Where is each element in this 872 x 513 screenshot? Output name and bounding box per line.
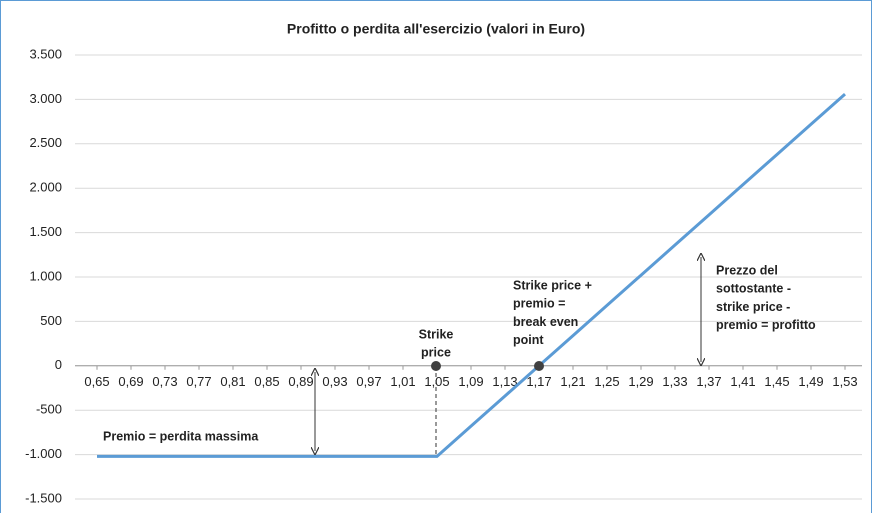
y-tick-label: 3.500 xyxy=(29,46,62,61)
x-tick-label: 0,93 xyxy=(322,374,347,389)
y-tick-label: 500 xyxy=(40,313,62,328)
chart-title: Profitto o perdita all'esercizio (valori… xyxy=(287,21,585,37)
x-tick-label: 0,89 xyxy=(288,374,313,389)
x-tick-label: 1,49 xyxy=(798,374,823,389)
x-tick-label: 1,45 xyxy=(764,374,789,389)
break-even-dot xyxy=(534,361,544,371)
x-tick-label: 1,09 xyxy=(458,374,483,389)
annotation: strike price - xyxy=(716,300,790,314)
annotation: break even xyxy=(513,315,578,329)
x-tick-label: 1,21 xyxy=(560,374,585,389)
x-tick-label: 0,77 xyxy=(186,374,211,389)
annotation: Prezzo del xyxy=(716,263,778,277)
x-tick-label: 0,97 xyxy=(356,374,381,389)
y-tick-label: 1.000 xyxy=(29,268,62,283)
x-tick-label: 0,81 xyxy=(220,374,245,389)
y-tick-label: -1.000 xyxy=(25,446,62,461)
annotation: price xyxy=(421,346,451,360)
annotation: Strike price + xyxy=(513,278,592,292)
annotation: premio = profitto xyxy=(716,318,816,332)
annotation: point xyxy=(513,333,544,347)
x-tick-label: 1,05 xyxy=(424,374,449,389)
x-tick-label: 1,37 xyxy=(696,374,721,389)
strike-dot xyxy=(431,361,441,371)
y-tick-label: 0 xyxy=(55,357,62,372)
y-tick-label: 2.000 xyxy=(29,180,62,195)
annotation: Strike xyxy=(419,327,454,341)
x-tick-label: 1,33 xyxy=(662,374,687,389)
y-tick-label: 3.000 xyxy=(29,91,62,106)
y-tick-label: 1.500 xyxy=(29,224,62,239)
x-tick-label: 0,73 xyxy=(152,374,177,389)
annotation: premio = xyxy=(513,297,565,311)
annotation: Premio = perdita massima xyxy=(103,429,259,443)
x-tick-label: 1,17 xyxy=(526,374,551,389)
y-tick-label: -500 xyxy=(36,402,62,417)
x-tick-label: 1,53 xyxy=(832,374,857,389)
payoff-line xyxy=(97,92,846,458)
x-tick-label: 1,41 xyxy=(730,374,755,389)
y-tick-label: -1.500 xyxy=(25,490,62,505)
y-tick-label: 2.500 xyxy=(29,135,62,150)
annotation: sottostante - xyxy=(716,282,791,296)
x-tick-label: 1,25 xyxy=(594,374,619,389)
x-tick-label: 1,29 xyxy=(628,374,653,389)
x-tick-label: 0,65 xyxy=(84,374,109,389)
x-tick-label: 1,01 xyxy=(390,374,415,389)
x-tick-label: 0,85 xyxy=(254,374,279,389)
x-tick-label: 1,13 xyxy=(492,374,517,389)
x-tick-label: 0,69 xyxy=(118,374,143,389)
